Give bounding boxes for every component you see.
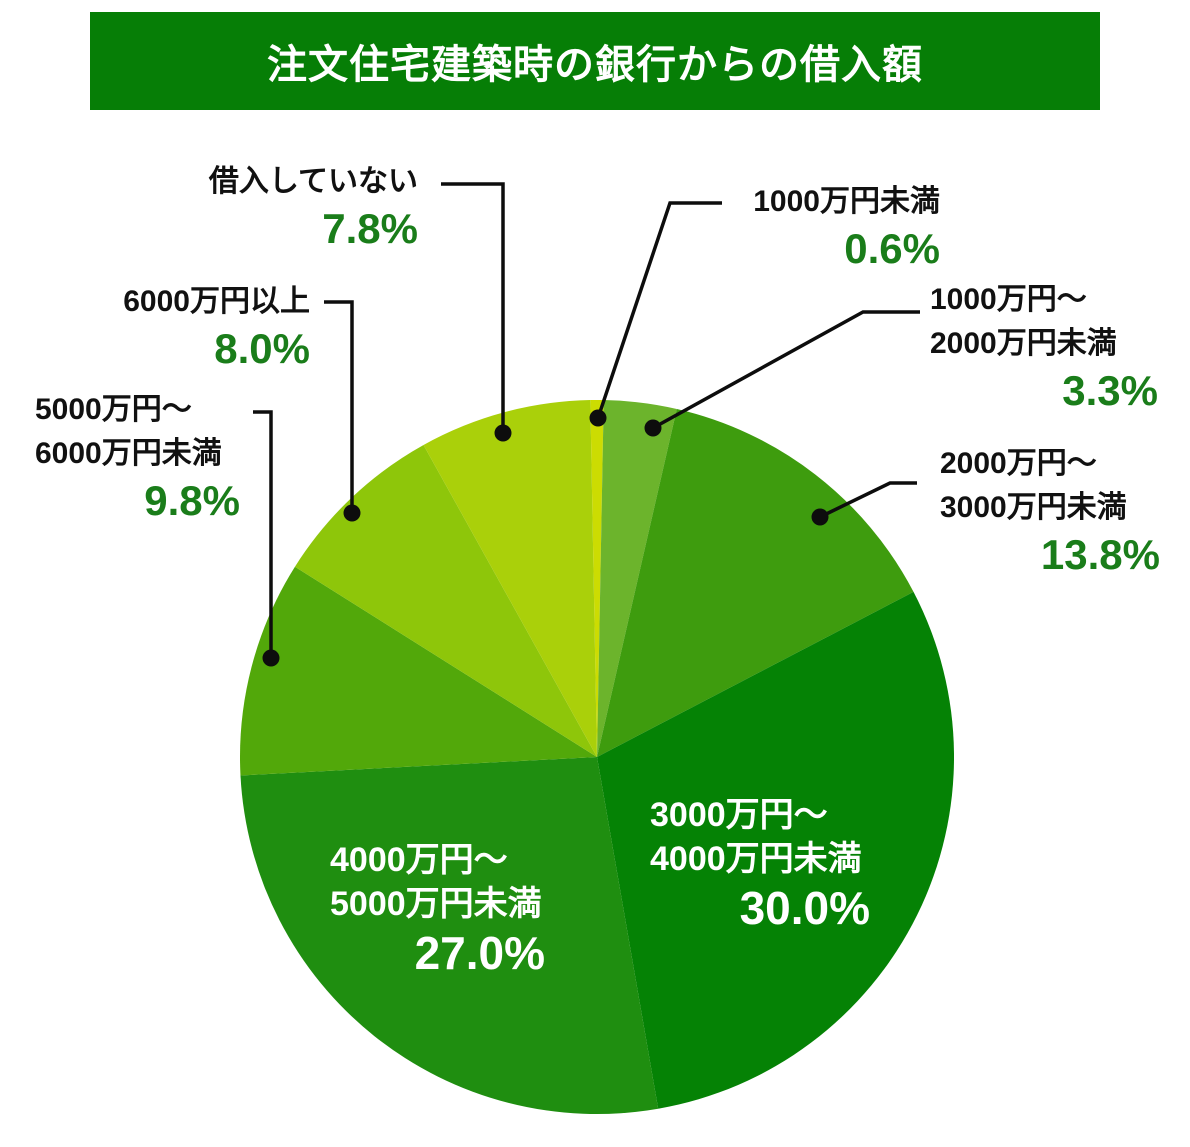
slice-label-text: 借入していない xyxy=(208,165,418,198)
leader-dot-1 xyxy=(644,419,662,437)
slice-label-1000-2000: 1000万円～ 2000万円未満 3.3% xyxy=(930,278,1158,416)
pie-slice-3 xyxy=(597,591,955,1109)
slice-label-text: 3000万円～ xyxy=(650,796,828,834)
slice-label-text: 4000万円未満 xyxy=(650,840,862,878)
leader-line-1 xyxy=(652,310,920,430)
pie-slice-4 xyxy=(240,757,659,1115)
slice-label-4000-5000: 4000万円～ 5000万円未満 27.0% xyxy=(330,838,545,980)
slice-label-text: 4000万円～ xyxy=(330,841,508,879)
leader-line-6 xyxy=(324,300,354,513)
slice-label-text: 5000万円未満 xyxy=(330,885,542,923)
leader-dot-2 xyxy=(811,508,829,526)
slice-label-text: 3000万円未満 xyxy=(940,491,1127,524)
leader-dot-6 xyxy=(343,504,361,522)
slice-percent: 8.0% xyxy=(214,325,310,372)
slice-label-text: 6000万円以上 xyxy=(123,285,310,318)
slice-percent: 30.0% xyxy=(739,882,870,934)
slice-percent: 13.8% xyxy=(1040,531,1160,578)
leader-dot-7 xyxy=(494,424,512,442)
title-banner: 注文住宅建築時の銀行からの借入額 xyxy=(90,12,1100,110)
pie-slice-6 xyxy=(294,444,597,757)
pie-slice-7 xyxy=(423,400,597,757)
slice-label-over-6000: 6000万円以上 8.0% xyxy=(123,280,310,374)
leader-line-5 xyxy=(253,410,273,658)
slice-percent: 3.3% xyxy=(1062,367,1158,414)
slice-label-no-loan: 借入していない 7.8% xyxy=(209,160,418,254)
slice-label-text: 1000万円～ xyxy=(930,283,1087,316)
leader-line-7 xyxy=(441,182,505,433)
leader-dot-0 xyxy=(589,409,607,427)
slice-label-text: 2000万円～ xyxy=(940,447,1097,480)
slice-label-3000-4000: 3000万円～ 4000万円未満 30.0% xyxy=(650,793,870,935)
slice-label-2000-3000: 2000万円～ 3000万円未満 13.8% xyxy=(940,442,1160,580)
slice-percent: 9.8% xyxy=(144,477,240,524)
leader-line-2 xyxy=(819,481,917,519)
slice-percent: 7.8% xyxy=(322,205,418,252)
pie-slice-1 xyxy=(597,400,677,757)
page-title: 注文住宅建築時の銀行からの借入額 xyxy=(267,43,923,87)
pie-slice-2 xyxy=(597,409,914,757)
pie-slice-0 xyxy=(590,399,604,757)
leader-dot-5 xyxy=(262,649,280,667)
slice-percent: 0.6% xyxy=(844,225,940,272)
slice-label-5000-6000: 5000万円～ 6000万円未満 9.8% xyxy=(35,388,240,526)
slice-label-text: 5000万円～ xyxy=(35,393,192,426)
pie-slice-5 xyxy=(240,566,597,776)
slice-label-text: 1000万円未満 xyxy=(753,185,940,218)
slice-label-under-1000: 1000万円未満 0.6% xyxy=(753,180,940,274)
slice-percent: 27.0% xyxy=(414,927,545,979)
slice-label-text: 2000万円未満 xyxy=(930,327,1117,360)
leader-line-0 xyxy=(596,201,722,419)
slice-label-text: 6000万円未満 xyxy=(35,437,222,470)
